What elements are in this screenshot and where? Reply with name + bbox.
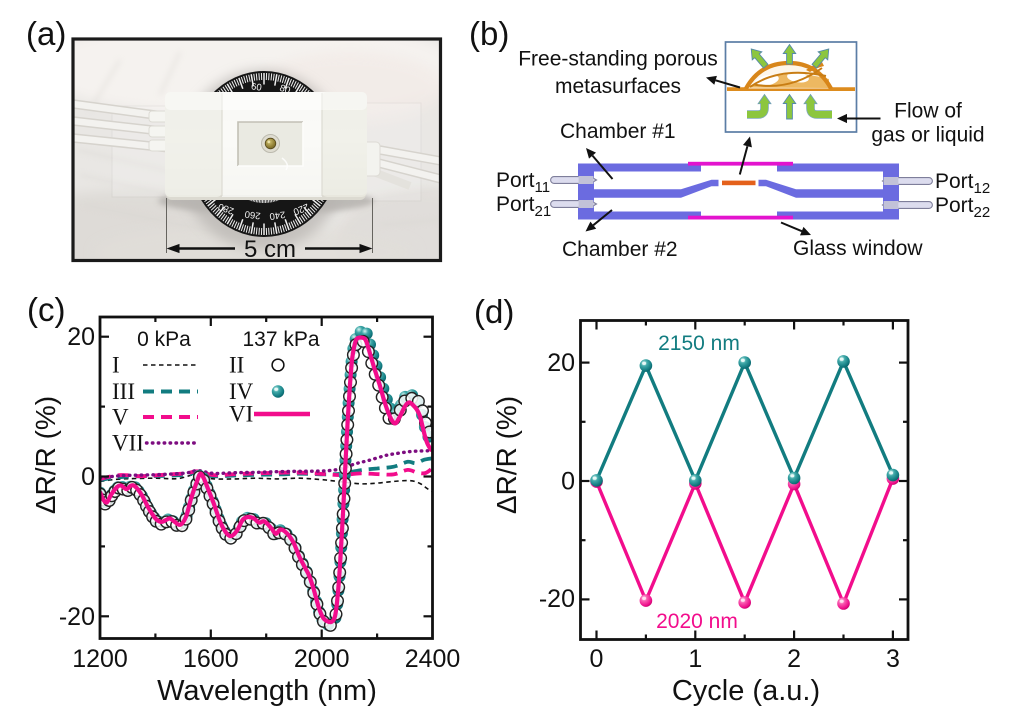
svg-text:5 cm: 5 cm — [244, 236, 296, 263]
svg-text:Chamber #1: Chamber #1 — [560, 120, 676, 143]
svg-text:1200: 1200 — [72, 645, 128, 673]
svg-text:I: I — [112, 353, 120, 378]
svg-text:-20: -20 — [539, 585, 575, 613]
svg-text:Cycle (a.u.): Cycle (a.u.) — [672, 675, 820, 707]
svg-text:VI: VI — [229, 402, 253, 427]
svg-text:0 kPa: 0 kPa — [137, 328, 191, 351]
svg-text:1600: 1600 — [183, 645, 239, 673]
svg-text:0: 0 — [81, 463, 95, 491]
svg-text:IV: IV — [229, 379, 254, 404]
svg-text:Port11: Port11 — [496, 169, 550, 196]
svg-text:Port22: Port22 — [935, 194, 990, 221]
svg-text:Flow of: Flow of — [894, 100, 962, 123]
svg-text:2150 nm: 2150 nm — [658, 332, 740, 355]
svg-text:(b): (b) — [469, 15, 509, 52]
svg-text:3: 3 — [886, 645, 900, 673]
svg-text:20: 20 — [67, 323, 95, 351]
svg-text:(c): (c) — [27, 291, 65, 328]
svg-text:260: 260 — [244, 208, 261, 221]
svg-text:2000: 2000 — [294, 645, 350, 673]
svg-text:-20: -20 — [59, 603, 95, 631]
svg-text:ΔR/R (%): ΔR/R (%) — [491, 396, 522, 514]
svg-text:V: V — [112, 405, 129, 430]
svg-text:Free-standing porous: Free-standing porous — [518, 48, 718, 71]
svg-text:2: 2 — [787, 645, 801, 673]
svg-text:2020 nm: 2020 nm — [656, 610, 738, 633]
svg-text:metasurfaces: metasurfaces — [555, 75, 681, 98]
svg-text:Glass window: Glass window — [793, 237, 923, 260]
svg-text:137 kPa: 137 kPa — [242, 328, 319, 351]
svg-text:0: 0 — [590, 645, 604, 673]
svg-text:1: 1 — [688, 645, 702, 673]
svg-text:Wavelength (nm): Wavelength (nm) — [157, 675, 377, 707]
svg-text:II: II — [229, 353, 244, 378]
svg-text:ΔR/R (%): ΔR/R (%) — [30, 396, 61, 514]
svg-text:0: 0 — [561, 468, 575, 496]
svg-text:(a): (a) — [26, 15, 66, 52]
svg-text:(d): (d) — [474, 293, 514, 330]
svg-text:280: 280 — [217, 200, 236, 216]
svg-text:20: 20 — [547, 349, 575, 377]
svg-text:VII: VII — [112, 431, 144, 456]
svg-text:2400: 2400 — [405, 645, 461, 673]
svg-text:Chamber #2: Chamber #2 — [562, 238, 678, 261]
svg-text:240: 240 — [269, 208, 286, 221]
svg-text:gas or liquid: gas or liquid — [871, 124, 984, 147]
svg-text:60: 60 — [250, 81, 262, 93]
svg-text:III: III — [112, 379, 135, 404]
